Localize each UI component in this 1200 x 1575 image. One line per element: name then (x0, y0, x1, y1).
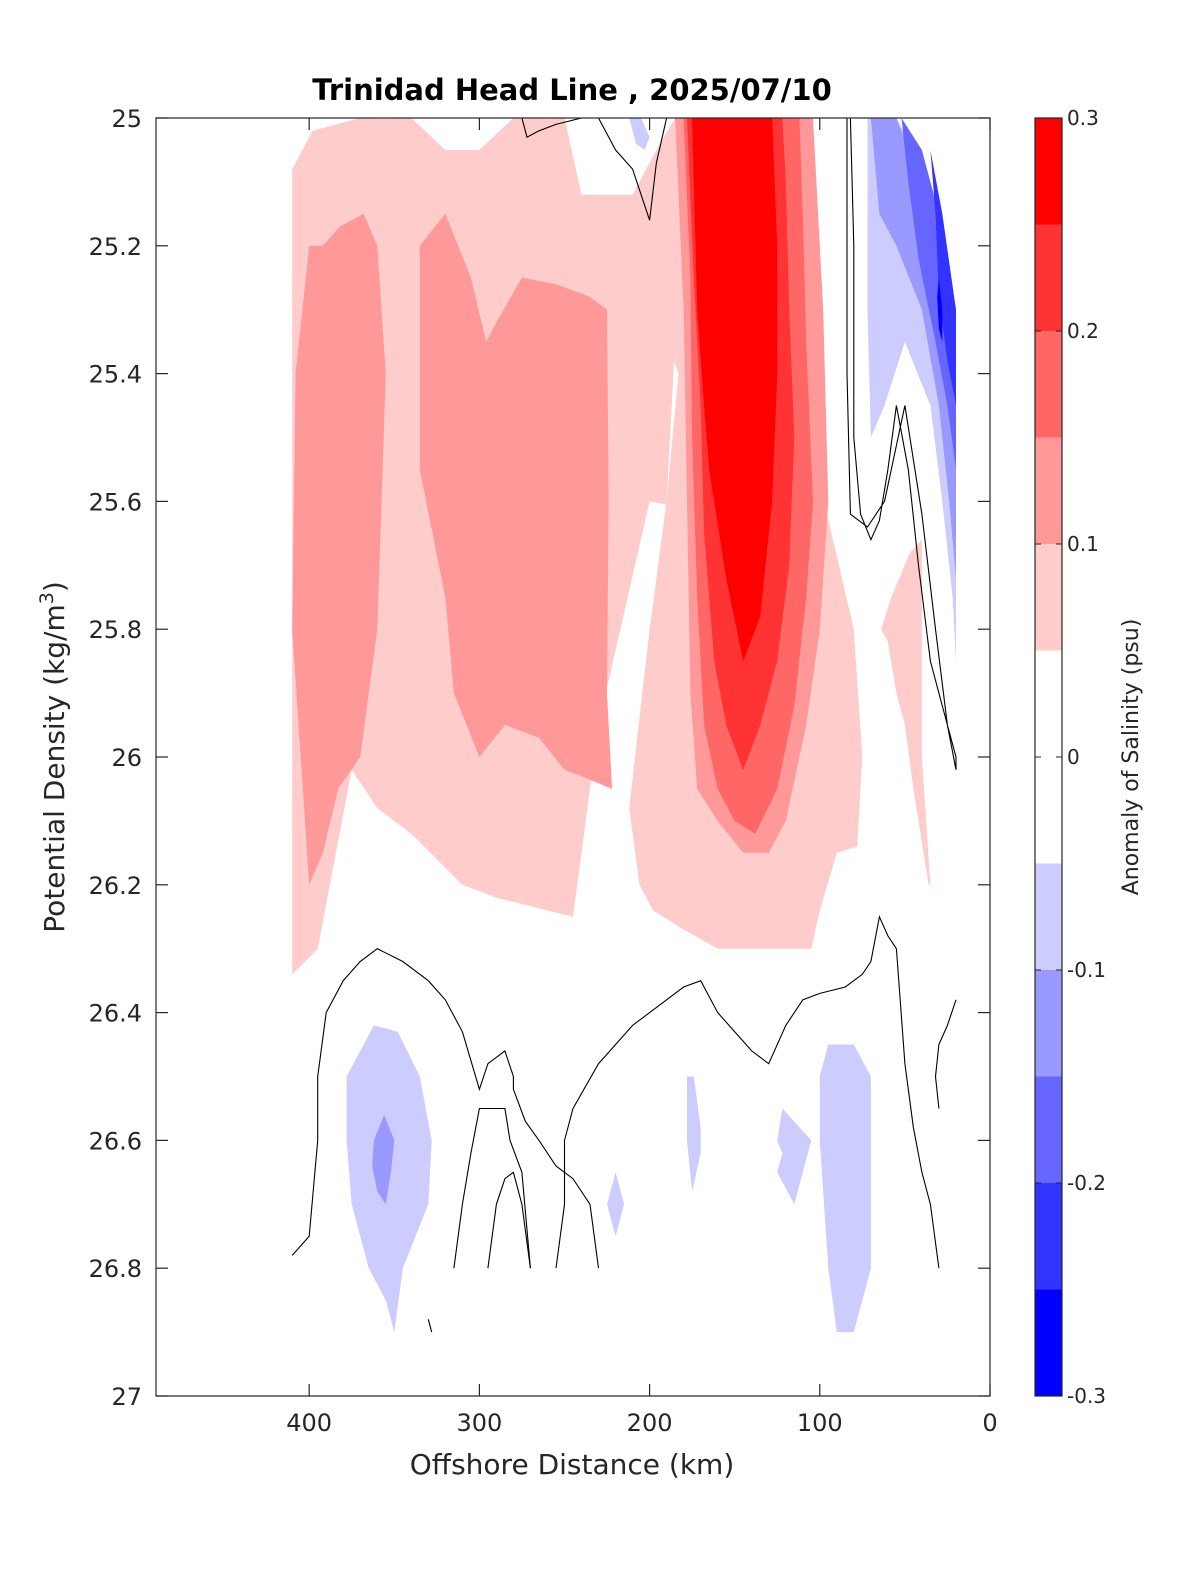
region-neg-0.20-east (930, 150, 956, 406)
colorbar-swatch (1035, 970, 1062, 1077)
contour-zero-line-lower-east (934, 999, 957, 1109)
colorbar-swatch (1035, 1076, 1062, 1183)
colorbar-tick-label: -0.1 (1067, 958, 1106, 982)
region-neg-0.10-blob1 (372, 1114, 395, 1205)
region-neg-0.05-blob2 (687, 1076, 701, 1192)
y-axis-label: Potential Density (kg/m3) (36, 581, 71, 933)
contour-zero-line-lower (291, 948, 600, 1269)
colorbar-swatch (1035, 544, 1062, 651)
y-axis-label-text: Potential Density (kg/m (38, 604, 71, 933)
colorbar-swatch (1035, 863, 1062, 970)
chart-title: Trinidad Head Line , 2025/07/10 (312, 73, 832, 107)
y-tick-label: 25 (111, 105, 142, 133)
colorbar-tick-label: 0 (1067, 745, 1080, 769)
y-tick-label: 26.8 (89, 1255, 142, 1283)
contour-zero-line-top-center (598, 118, 668, 221)
filled-contours (292, 118, 956, 1333)
region-neg-0.05-top (629, 118, 650, 150)
y-tick-label: 26 (111, 744, 142, 772)
y-axis-label-superscript: 3 (36, 592, 58, 604)
y-tick-label: 26.2 (89, 872, 142, 900)
region-neg-0.05-blob3 (607, 1172, 625, 1237)
region-pos-0.10-a (292, 213, 386, 885)
x-axis-label: Offshore Distance (km) (410, 1448, 735, 1481)
y-tick-label: 25.6 (89, 488, 142, 516)
contour-zero-line-north (521, 118, 582, 139)
contour-lines (291, 118, 957, 1333)
colorbar-label: Anomaly of Salinity (psu) (1119, 619, 1144, 896)
y-tick-label: 26.6 (89, 1127, 142, 1155)
contour-zero-line-lower-4 (555, 914, 940, 1269)
y-axis-label-close: ) (38, 581, 71, 592)
region-neg-0.25-east (937, 277, 943, 342)
colorbar-swatch (1035, 1183, 1062, 1290)
x-tick-label: 0 (982, 1409, 997, 1437)
colorbar-tick-label: 0.1 (1067, 532, 1099, 556)
colorbar-tick-label: 0.2 (1067, 319, 1099, 343)
colorbar-swatch (1035, 224, 1062, 331)
y-tick-label: 26.4 (89, 1000, 142, 1028)
region-neg-0.05-blob5 (819, 1044, 871, 1333)
colorbar-swatch (1035, 118, 1062, 225)
region-neg-0.05-blob4 (777, 1108, 812, 1205)
y-tick-label: 25.8 (89, 616, 142, 644)
region-pos-0.10-b (419, 213, 613, 790)
contour-zero-line-lower-3 (487, 1171, 531, 1269)
x-tick-label: 100 (797, 1409, 843, 1437)
colorbar-swatch (1035, 1289, 1062, 1396)
contour-zero-line-east (846, 118, 957, 770)
x-tick-label: 400 (286, 1409, 332, 1437)
colorbar-swatch (1035, 437, 1062, 544)
region-neg-0.15-east (901, 118, 956, 470)
colorbar-tick-label: 0.3 (1067, 106, 1099, 130)
colorbar-tick-label: -0.2 (1067, 1171, 1106, 1195)
contour-zero-line-lower-2 (453, 1107, 531, 1269)
x-tick-label: 200 (627, 1409, 673, 1437)
y-tick-label: 25.2 (89, 233, 142, 261)
x-tick-label: 300 (456, 1409, 502, 1437)
region-pos-0.30 (697, 118, 769, 610)
contour-zero-line-bottom-tick (427, 1319, 433, 1333)
y-tick-label: 25.4 (89, 361, 142, 389)
axis-ticks: 400 300 200 100 0 25 25.2 25.4 25.6 25.8 26 26.2 26.… (89, 105, 998, 1437)
colorbar-swatch (1035, 331, 1062, 438)
region-pos-0.05-east (881, 539, 931, 885)
colorbar-tick-label: -0.3 (1067, 1384, 1106, 1408)
y-tick-label: 27 (111, 1383, 142, 1411)
colorbar: 0.3 0.2 0.1 0 -0.1 -0.2 -0.3 (1034, 106, 1106, 1408)
